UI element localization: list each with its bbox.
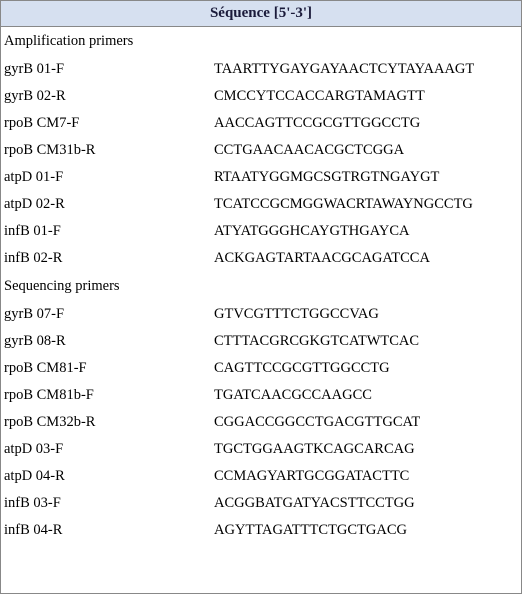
- table-row: gyrB 07-F GTVCGTTTCTGGCCVAG: [1, 301, 521, 328]
- primer-name: rpoB CM81-F: [4, 360, 214, 377]
- primer-name: infB 01-F: [4, 223, 214, 240]
- primer-name: rpoB CM81b-F: [4, 387, 214, 404]
- primer-name: infB 04-R: [4, 522, 214, 539]
- primer-sequence: CGGACCGGCCTGACGTTGCAT: [214, 414, 521, 431]
- table-row: atpD 04-R CCMAGYARTGCGGATACTTC: [1, 463, 521, 490]
- primer-name: rpoB CM31b-R: [4, 142, 214, 159]
- table-row: rpoB CM81b-F TGATCAACGCCAAGCC: [1, 382, 521, 409]
- table-row: atpD 01-F RTAATYGGMGCSGTRGTNGAYGT: [1, 164, 521, 191]
- primer-sequence: TCATCCGCMGGWACRTAWAYNGCCTG: [214, 196, 521, 213]
- primer-name: gyrB 01-F: [4, 61, 214, 78]
- primer-table: Séquence [5'-3'] Amplification primers g…: [0, 0, 522, 594]
- primer-name: gyrB 02-R: [4, 88, 214, 105]
- primer-sequence: AGYTTAGATTTCTGCTGACG: [214, 522, 521, 539]
- table-row: infB 02-R ACKGAGTARTAACGCAGATCCA: [1, 245, 521, 272]
- table-row: infB 01-F ATYATGGGHCAYGTHGAYCA: [1, 218, 521, 245]
- amp-heading-text: Amplification primers: [4, 33, 133, 49]
- table-row: gyrB 02-R CMCCYTCCACCARGTAMAGTT: [1, 83, 521, 110]
- primer-name: rpoB CM32b-R: [4, 414, 214, 431]
- primer-sequence: CTTTACGRCGKGTCATWTCAC: [214, 333, 521, 350]
- primer-name: atpD 03-F: [4, 441, 214, 458]
- primer-sequence: ACGGBATGATYACSTTCCTGG: [214, 495, 521, 512]
- primer-sequence: GTVCGTTTCTGGCCVAG: [214, 306, 521, 323]
- primer-sequence: RTAATYGGMGCSGTRGTNGAYGT: [214, 169, 521, 186]
- primer-sequence: AACCAGTTCCGCGTTGGCCTG: [214, 115, 521, 132]
- table-row: rpoB CM32b-R CGGACCGGCCTGACGTTGCAT: [1, 409, 521, 436]
- table-row: atpD 03-F TGCTGGAAGTKCAGCARCAG: [1, 436, 521, 463]
- primer-sequence: CCTGAACAACACGCTCGGA: [214, 142, 521, 159]
- primer-name: atpD 04-R: [4, 468, 214, 485]
- primer-name: gyrB 07-F: [4, 306, 214, 323]
- primer-sequence: TGATCAACGCCAAGCC: [214, 387, 521, 404]
- header-title: Séquence [5'-3']: [210, 5, 312, 21]
- table-row: rpoB CM81-F CAGTTCCGCGTTGGCCTG: [1, 355, 521, 382]
- primer-name: rpoB CM7-F: [4, 115, 214, 132]
- primer-name: atpD 02-R: [4, 196, 214, 213]
- primer-name: gyrB 08-R: [4, 333, 214, 350]
- primer-sequence: TAARTTYGAYGAYAACTCYTAYAAAGT: [214, 61, 521, 78]
- primer-sequence: CMCCYTCCACCARGTAMAGTT: [214, 88, 521, 105]
- table-row: rpoB CM31b-R CCTGAACAACACGCTCGGA: [1, 137, 521, 164]
- seq-heading-text: Sequencing primers: [4, 278, 120, 294]
- primer-sequence: TGCTGGAAGTKCAGCARCAG: [214, 441, 521, 458]
- table-row: gyrB 08-R CTTTACGRCGKGTCATWTCAC: [1, 328, 521, 355]
- table-row: rpoB CM7-F AACCAGTTCCGCGTTGGCCTG: [1, 110, 521, 137]
- section-heading-sequencing: Sequencing primers: [1, 272, 521, 301]
- primer-name: infB 02-R: [4, 250, 214, 267]
- table-row: infB 04-R AGYTTAGATTTCTGCTGACG: [1, 517, 521, 544]
- primer-sequence: ATYATGGGHCAYGTHGAYCA: [214, 223, 521, 240]
- table-row: gyrB 01-F TAARTTYGAYGAYAACTCYTAYAAAGT: [1, 56, 521, 83]
- table-row: atpD 02-R TCATCCGCMGGWACRTAWAYNGCCTG: [1, 191, 521, 218]
- primer-sequence: CCMAGYARTGCGGATACTTC: [214, 468, 521, 485]
- primer-name: infB 03-F: [4, 495, 214, 512]
- primer-sequence: CAGTTCCGCGTTGGCCTG: [214, 360, 521, 377]
- primer-sequence: ACKGAGTARTAACGCAGATCCA: [214, 250, 521, 267]
- table-header: Séquence [5'-3']: [1, 1, 521, 27]
- table-row: infB 03-F ACGGBATGATYACSTTCCTGG: [1, 490, 521, 517]
- section-heading-amplification: Amplification primers: [1, 27, 521, 56]
- primer-name: atpD 01-F: [4, 169, 214, 186]
